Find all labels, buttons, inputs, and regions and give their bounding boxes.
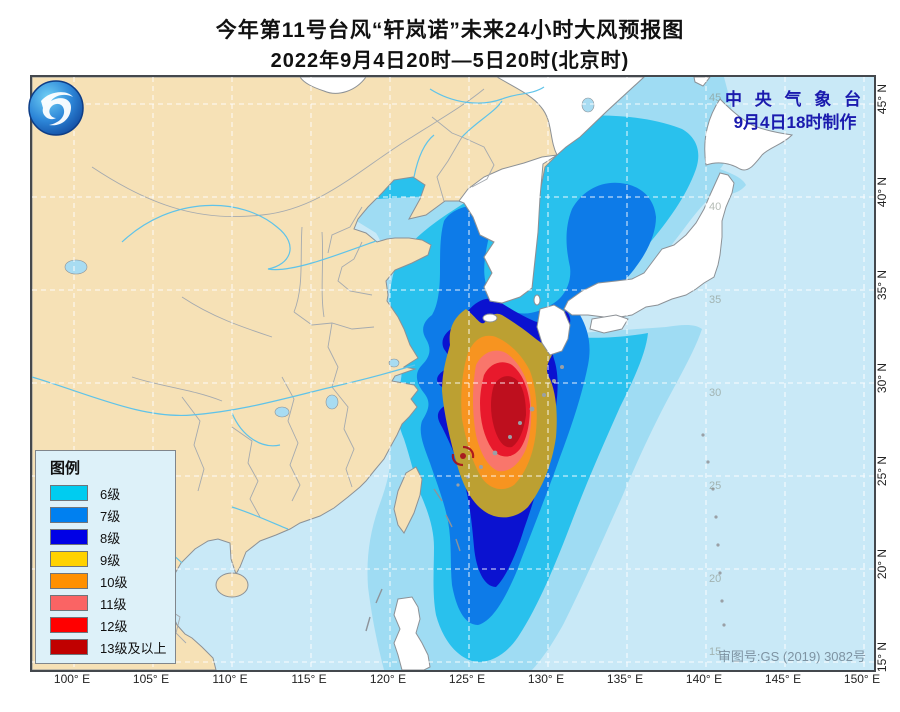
x-tick: 125° E bbox=[448, 672, 486, 686]
inner-lat-labels: 45 40 35 30 25 20 15 bbox=[709, 92, 721, 658]
svg-text:20: 20 bbox=[709, 573, 721, 585]
x-tick: 115° E bbox=[291, 672, 327, 686]
legend-item: 11级 bbox=[50, 592, 175, 614]
agency-stamp: 中 央 气 象 台 9月4日18时制作 bbox=[700, 88, 890, 134]
cma-logo-icon bbox=[28, 80, 84, 136]
legend-title: 图例 bbox=[50, 460, 81, 477]
legend: 图例 6级 7级 8级 9级 10级 11级 12级 13级及以上 bbox=[35, 450, 176, 664]
legend-item: 9级 bbox=[50, 548, 175, 570]
page-title: 今年第11号台风“轩岚诺”未来24小时大风预报图 bbox=[215, 19, 685, 42]
legend-label: 9级 bbox=[100, 552, 121, 568]
legend-swatch-9 bbox=[50, 551, 88, 567]
typhoon-center-icon bbox=[451, 445, 475, 467]
maritime-boundary-dashes bbox=[365, 488, 461, 632]
y-tick: 25° N bbox=[875, 455, 889, 487]
land-mongolia bbox=[299, 77, 367, 94]
legend-label: 13级及以上 bbox=[100, 640, 167, 656]
legend-swatch-12 bbox=[50, 617, 88, 633]
legend-item: 7级 bbox=[50, 504, 175, 526]
svg-text:45: 45 bbox=[709, 92, 721, 104]
svg-text:30: 30 bbox=[709, 387, 721, 399]
agency-name: 中 央 气 象 台 bbox=[725, 90, 865, 109]
svg-text:15: 15 bbox=[709, 646, 721, 658]
legend-item: 6级 bbox=[50, 482, 175, 504]
land-kyushu bbox=[536, 304, 571, 356]
legend-label: 10级 bbox=[100, 574, 128, 590]
island-jeju bbox=[482, 313, 498, 323]
map-approval-number: 审图号:GS (2019) 3082号 bbox=[717, 649, 866, 664]
foreign-land bbox=[299, 77, 794, 670]
legend-swatch-10 bbox=[50, 573, 88, 589]
svg-text:25: 25 bbox=[709, 480, 721, 492]
y-tick: 35° N bbox=[875, 269, 889, 301]
legend-swatch-6 bbox=[50, 485, 88, 501]
x-tick: 145° E bbox=[764, 672, 802, 686]
lakes bbox=[64, 97, 595, 418]
x-tick: 100° E bbox=[53, 672, 91, 686]
legend-label: 8级 bbox=[100, 530, 121, 546]
island-taiwan bbox=[393, 466, 423, 534]
x-tick: 120° E bbox=[369, 672, 407, 686]
land-hokkaido bbox=[704, 98, 794, 171]
x-tick: 150° E bbox=[843, 672, 881, 686]
svg-text:35: 35 bbox=[709, 294, 721, 306]
legend-swatch-7 bbox=[50, 507, 88, 523]
y-tick: 40° N bbox=[875, 176, 889, 208]
island-tsushima bbox=[533, 294, 541, 306]
land-luzon bbox=[393, 596, 431, 670]
y-tick: 15° N bbox=[875, 641, 889, 673]
x-tick: 140° E bbox=[685, 672, 723, 686]
legend-swatch-8 bbox=[50, 529, 88, 545]
legend-item: 12级 bbox=[50, 614, 175, 636]
x-tick: 110° E bbox=[212, 672, 248, 686]
legend-swatch-13 bbox=[50, 639, 88, 655]
legend-item: 13级及以上 bbox=[50, 636, 175, 658]
land-korea bbox=[458, 154, 558, 304]
legend-swatch-11 bbox=[50, 595, 88, 611]
y-tick: 20° N bbox=[875, 548, 889, 580]
legend-label: 11级 bbox=[100, 596, 127, 612]
legend-item: 10级 bbox=[50, 570, 175, 592]
land-russia bbox=[496, 77, 645, 156]
y-tick: 30° N bbox=[875, 362, 889, 394]
legend-label: 6级 bbox=[100, 486, 121, 502]
legend-label: 12级 bbox=[100, 618, 128, 634]
page-subtitle: 2022年9月4日20时—5日20时(北京时) bbox=[270, 50, 630, 72]
x-tick: 135° E bbox=[606, 672, 644, 686]
svg-text:40: 40 bbox=[709, 201, 721, 213]
agency-issue-time: 9月4日18时制作 bbox=[733, 113, 857, 132]
legend-label: 7级 bbox=[100, 508, 121, 524]
y-tick: 45° N bbox=[875, 83, 889, 115]
land-shikoku bbox=[589, 314, 629, 334]
x-tick: 105° E bbox=[132, 672, 170, 686]
legend-item: 8级 bbox=[50, 526, 175, 548]
x-tick: 130° E bbox=[527, 672, 565, 686]
wind-band-13 bbox=[491, 376, 526, 448]
